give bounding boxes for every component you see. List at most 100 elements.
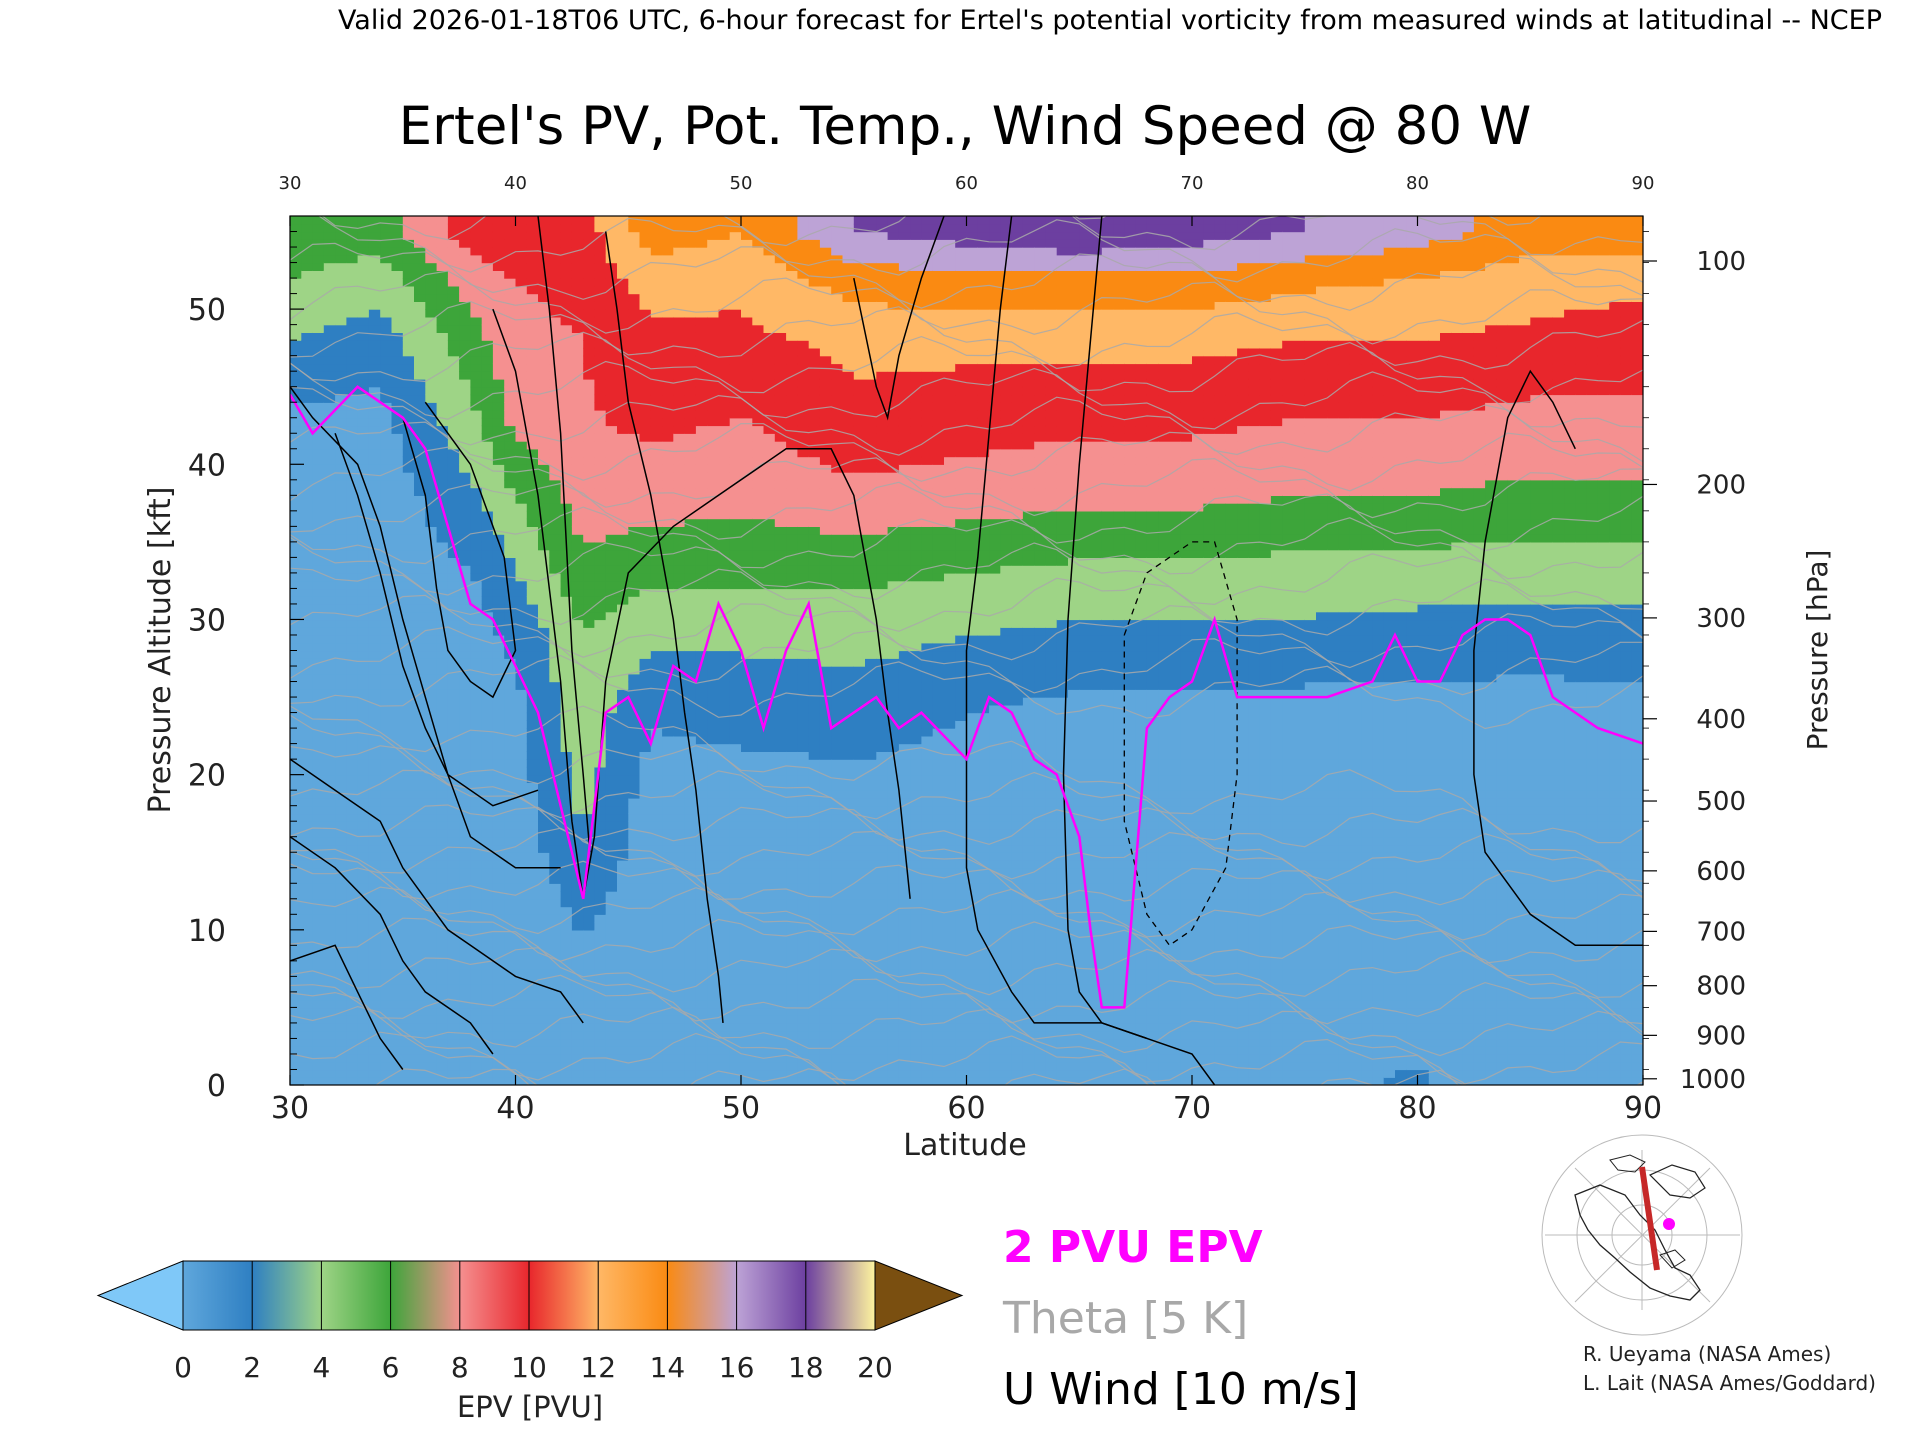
pv-cell <box>639 914 652 923</box>
pv-cell <box>323 666 336 675</box>
pv-cell <box>459 371 471 380</box>
pv-cell <box>639 1069 652 1078</box>
pv-cell <box>571 565 584 574</box>
pv-cell <box>414 953 426 962</box>
pv-cell <box>673 681 686 690</box>
pv-cell <box>526 829 539 838</box>
pv-cell <box>481 231 494 240</box>
pv-cell <box>774 743 787 752</box>
pv-cell <box>718 223 731 233</box>
pv-cell <box>391 456 404 465</box>
pv-cell <box>617 635 629 644</box>
pv-cell <box>357 518 370 527</box>
pv-cell <box>391 650 404 659</box>
pv-cell <box>504 417 517 427</box>
pv-cell <box>571 402 584 411</box>
pv-cell <box>673 464 686 473</box>
pv-cell <box>391 526 404 535</box>
pv-cell <box>436 410 449 419</box>
pv-cell <box>414 658 426 667</box>
pv-cell <box>414 347 426 357</box>
pv-cell <box>470 355 483 365</box>
pv-cell <box>368 860 381 869</box>
pv-cell <box>695 394 708 403</box>
pv-cell <box>357 355 370 365</box>
pv-cell <box>774 557 787 566</box>
pv-cell <box>695 472 708 481</box>
pv-cell <box>425 844 438 853</box>
pv-cell <box>447 596 460 605</box>
pv-cell <box>504 929 517 939</box>
pv-cell <box>617 867 629 877</box>
pv-cell <box>414 1077 426 1085</box>
pv-cell <box>650 223 663 233</box>
pv-cell <box>335 766 347 776</box>
pv-cell <box>729 223 742 233</box>
pv-cell <box>628 860 641 869</box>
pv-cell <box>774 371 787 380</box>
pv-cell <box>526 1077 539 1085</box>
pv-cell <box>560 1022 573 1032</box>
pv-cell <box>650 216 663 225</box>
pv-cell <box>594 867 607 877</box>
pv-cell <box>639 635 652 644</box>
pv-cell <box>707 658 720 667</box>
pv-cell <box>481 875 494 884</box>
pv-cell <box>707 316 720 326</box>
pv-cell <box>335 891 347 900</box>
pv-cell <box>571 883 584 892</box>
pv-cell <box>515 953 528 962</box>
pv-cell <box>357 743 370 752</box>
pv-cell <box>673 534 686 543</box>
pv-cell <box>481 472 494 481</box>
pv-cell <box>741 673 753 683</box>
pv-cell <box>741 937 753 946</box>
pv-cell <box>605 1015 618 1024</box>
pv-cell <box>560 735 573 745</box>
pv-cell <box>729 596 742 605</box>
pv-cell <box>695 689 708 698</box>
pv-cell <box>504 433 517 442</box>
pv-cell <box>617 549 629 558</box>
pv-cell <box>729 743 742 752</box>
pv-cell <box>673 216 686 225</box>
pv-cell <box>357 254 370 264</box>
pv-cell <box>368 603 381 613</box>
pv-cell <box>425 456 438 465</box>
pv-cell <box>312 751 325 760</box>
pv-cell <box>639 627 652 636</box>
pv-cell <box>447 1015 460 1024</box>
pv-cell <box>414 510 426 520</box>
pv-cell <box>571 829 584 838</box>
pv-cell <box>346 285 359 295</box>
pv-cell <box>504 821 517 830</box>
pv-cell <box>459 433 471 442</box>
pv-cell <box>617 984 629 993</box>
pv-cell <box>695 464 708 473</box>
pv-cell <box>357 945 370 954</box>
pv-cell <box>729 472 742 481</box>
pv-cell <box>470 386 483 396</box>
pv-cell <box>323 479 336 489</box>
pv-cell <box>368 378 381 388</box>
pv-cell <box>583 402 596 411</box>
pv-cell <box>368 340 381 349</box>
pv-cell <box>312 790 325 799</box>
pv-cell <box>368 619 381 628</box>
pv-cell <box>323 937 336 946</box>
pv-cell <box>538 355 550 365</box>
pv-cell <box>459 658 471 667</box>
pv-cell <box>650 386 663 396</box>
pv-cell <box>402 805 415 815</box>
pv-cell <box>774 929 787 939</box>
pv-cell <box>357 495 370 504</box>
pv-cell <box>707 774 720 783</box>
pv-cell <box>447 410 460 419</box>
pv-cell <box>594 386 607 396</box>
pv-cell <box>459 549 471 558</box>
pv-cell <box>414 1007 426 1016</box>
pv-cell <box>774 441 787 450</box>
pv-cell <box>594 596 607 605</box>
pv-cell <box>368 1077 381 1085</box>
pv-cell <box>504 557 517 566</box>
